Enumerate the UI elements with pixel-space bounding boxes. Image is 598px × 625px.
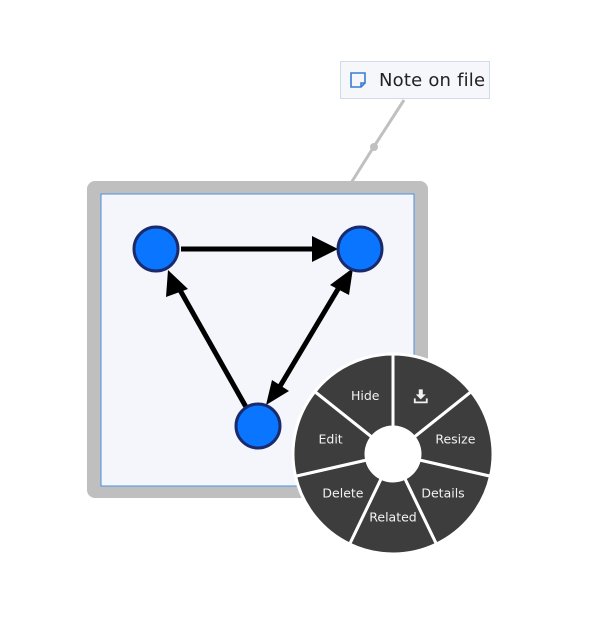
menu-item-delete[interactable] bbox=[293, 458, 384, 547]
arrow-head-top-right bbox=[330, 268, 353, 295]
graph-node-top-right[interactable] bbox=[336, 225, 384, 273]
arrow-head-right bbox=[312, 236, 338, 262]
menu-item-hide-label: Hide bbox=[351, 388, 380, 403]
menu-item-resize[interactable] bbox=[412, 389, 495, 479]
graph-node-top-left[interactable] bbox=[132, 225, 180, 273]
menu-item-edit[interactable] bbox=[291, 389, 374, 479]
download-icon bbox=[413, 389, 428, 404]
graph-node-bottom[interactable] bbox=[234, 402, 282, 450]
graph-edges bbox=[166, 236, 353, 409]
radial-context-menu[interactable]: Hide Resize Details Related Delete Edit bbox=[291, 352, 495, 556]
menu-item-related-label: Related bbox=[369, 510, 416, 525]
menu-item-related[interactable] bbox=[347, 476, 439, 556]
arrow-head-top-left bbox=[166, 270, 188, 297]
menu-item-delete-label: Delete bbox=[322, 485, 363, 500]
arrow-head-bottom bbox=[266, 380, 289, 405]
note-text: Note on file bbox=[379, 69, 486, 91]
menu-item-download[interactable] bbox=[391, 352, 474, 440]
menu-item-details-label: Details bbox=[421, 485, 464, 500]
menu-item-resize-label: Resize bbox=[435, 431, 475, 446]
edge-top-right-to-bottom bbox=[273, 277, 347, 395]
note-icon bbox=[350, 72, 366, 88]
menu-item-hide[interactable] bbox=[312, 352, 395, 440]
menu-item-details[interactable] bbox=[402, 458, 493, 547]
note-connector bbox=[344, 99, 406, 192]
edge-bottom-to-top-left bbox=[173, 281, 249, 409]
menu-center bbox=[367, 428, 419, 480]
menu-item-edit-label: Edit bbox=[318, 431, 342, 446]
note-label[interactable]: Note on file bbox=[340, 61, 490, 99]
